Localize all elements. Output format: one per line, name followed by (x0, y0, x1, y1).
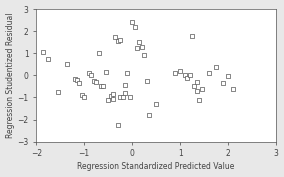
Point (111, 93, 115, 96)
Point (123, 84, 127, 87)
Point (75, 78, 79, 81)
Point (199, 87, 204, 90)
Point (56, 90, 60, 93)
Point (144, 79, 149, 82)
Point (118, 96, 122, 99)
Point (101, 85, 106, 88)
Y-axis label: Regression Studentized Residual: Regression Studentized Residual (6, 13, 14, 138)
Point (197, 98, 202, 101)
Point (125, 72, 130, 75)
Point (106, 98, 110, 101)
Point (183, 74, 187, 77)
Point (111, 97, 115, 100)
Point (192, 85, 197, 88)
Point (91, 79, 96, 82)
Point (187, 74, 192, 77)
Point (77, 82, 82, 84)
Point (221, 82, 225, 84)
Point (46, 58, 51, 61)
Point (185, 76, 189, 79)
Point (103, 71, 108, 73)
Point (113, 35, 118, 38)
Point (82, 96, 86, 99)
Point (120, 96, 125, 99)
Point (178, 70, 182, 72)
Point (137, 41, 142, 44)
Point (206, 72, 211, 75)
Point (123, 92, 127, 95)
Point (87, 72, 91, 75)
Point (116, 124, 120, 127)
Point (195, 81, 199, 83)
Point (195, 89, 199, 92)
Point (132, 25, 137, 28)
Point (108, 95, 113, 98)
Point (72, 77, 77, 80)
Point (147, 114, 151, 116)
Point (130, 21, 134, 24)
Point (116, 40, 120, 42)
Point (214, 65, 218, 68)
Point (231, 87, 235, 90)
Point (80, 94, 84, 97)
Point (173, 72, 178, 75)
Point (190, 34, 194, 37)
Point (128, 96, 132, 99)
Point (118, 39, 122, 41)
Point (142, 54, 146, 57)
Point (65, 63, 70, 66)
Point (89, 74, 94, 77)
Point (154, 103, 158, 105)
Point (99, 85, 103, 88)
Point (226, 75, 230, 78)
X-axis label: Regression Standardized Predicted Value: Regression Standardized Predicted Value (78, 162, 235, 172)
Point (41, 51, 46, 54)
Point (139, 45, 144, 48)
Point (94, 81, 99, 83)
Point (96, 52, 101, 55)
Point (135, 46, 139, 49)
